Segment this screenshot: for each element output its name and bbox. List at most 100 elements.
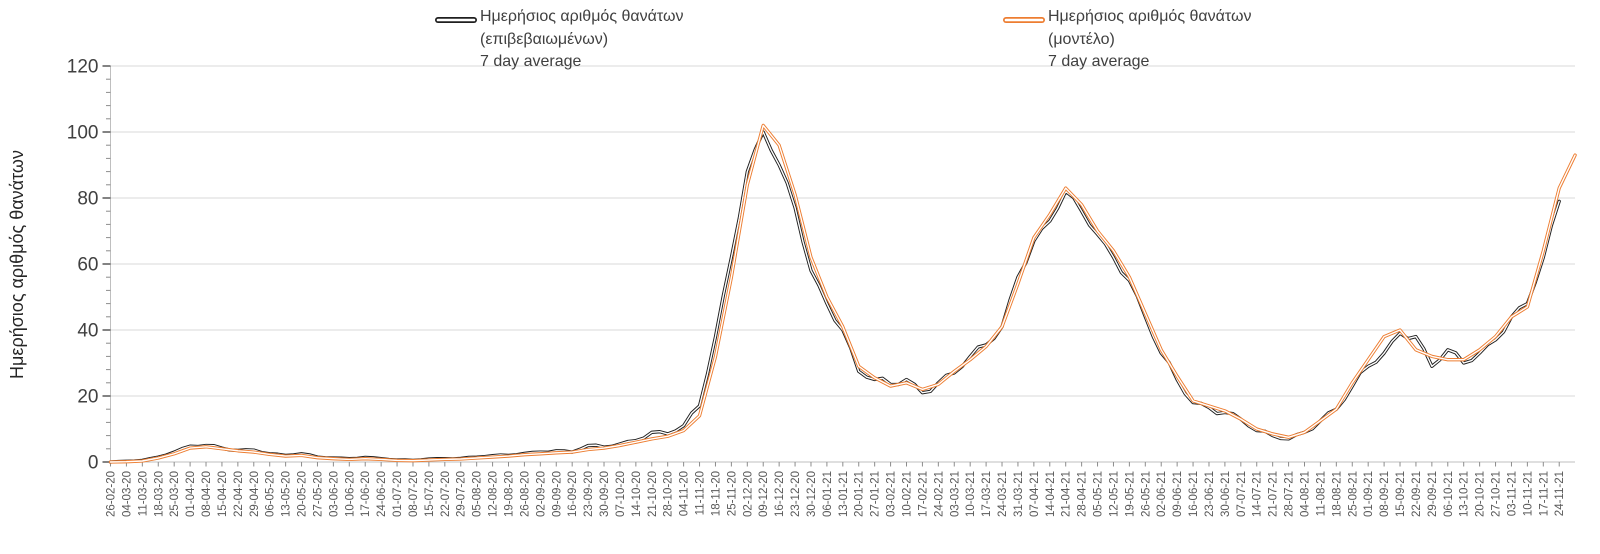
- x-tick-label: 18-11-20: [710, 471, 722, 516]
- y-tick-label: 120: [67, 57, 99, 78]
- x-tick-label: 06-10-21: [1443, 471, 1455, 517]
- y-tick-label: 100: [67, 123, 99, 144]
- x-tick-label: 03-03-21: [949, 471, 961, 517]
- x-tick-label: 02-06-21: [1156, 471, 1168, 517]
- x-tick-label: 10-03-21: [965, 471, 977, 517]
- x-tick-label: 09-12-20: [758, 471, 770, 517]
- x-tick-label: 23-06-21: [1204, 471, 1216, 517]
- x-tick-label: 02-12-20: [742, 471, 754, 517]
- x-tick-label: 04-11-20: [679, 471, 691, 516]
- x-tick-label: 15-07-20: [424, 471, 436, 517]
- x-tick-label: 03-02-21: [886, 471, 898, 517]
- x-tick-label: 07-10-20: [615, 471, 627, 517]
- x-tick-label: 09-06-21: [1172, 471, 1184, 517]
- x-tick-label: 24-02-21: [933, 471, 945, 517]
- x-tick-label: 17-11-21: [1538, 471, 1550, 516]
- x-tick-label: 24-11-21: [1554, 471, 1566, 516]
- x-tick-label: 22-09-21: [1411, 471, 1423, 517]
- x-tick-label: 01-09-21: [1363, 471, 1375, 517]
- legend-label-model: Ημερήσιος αριθμός θανάτων (μοντέλο) 7 da…: [1048, 8, 1252, 70]
- x-tick-label: 27-10-21: [1491, 471, 1503, 517]
- x-tick-label: 01-07-20: [392, 471, 404, 517]
- x-tick-label: 20-05-20: [297, 471, 309, 517]
- x-tick-label: 20-01-21: [854, 471, 866, 517]
- x-tick-label: 21-04-21: [1061, 471, 1073, 517]
- x-tick-label: 12-05-21: [1108, 471, 1120, 517]
- y-tick-label: 20: [77, 387, 98, 408]
- x-tick-label: 01-04-20: [185, 471, 197, 517]
- x-tick-label: 28-04-21: [1077, 471, 1089, 517]
- x-tick-label: 27-05-20: [312, 471, 324, 517]
- x-tick-label: 06-05-20: [265, 471, 277, 517]
- x-tick-label: 17-02-21: [917, 471, 929, 517]
- x-tick-label: 28-07-21: [1284, 471, 1296, 517]
- confirmed-line-swatch: [435, 17, 477, 23]
- x-tick-label: 16-06-21: [1188, 471, 1200, 517]
- x-tick-label: 19-05-21: [1124, 471, 1136, 517]
- x-tick-label: 26-05-21: [1140, 471, 1152, 517]
- x-tick-label: 25-11-20: [726, 471, 738, 516]
- y-axis-title: Ημερήσιος αριθμός θανάτων: [6, 149, 27, 379]
- x-tick-label: 30-06-21: [1220, 471, 1232, 517]
- x-tick-label: 15-04-20: [217, 471, 229, 517]
- x-tick-label: 06-01-21: [822, 471, 834, 517]
- series-core-0: [109, 131, 1560, 463]
- legend-item-model: Ημερήσιος αριθμός θανάτων (μοντέλο) 7 da…: [1002, 6, 1251, 74]
- x-tick-label: 18-08-21: [1331, 471, 1343, 517]
- x-tick-label: 24-03-21: [997, 471, 1009, 517]
- x-tick-label: 14-04-21: [1045, 471, 1057, 517]
- legend-item-confirmed: Ημερήσιος αριθμός θανάτων (επιβεβαιωμένω…: [434, 6, 683, 74]
- x-tick-label: 27-01-21: [870, 471, 882, 517]
- y-tick-label: 60: [77, 255, 98, 276]
- x-tick-label: 10-02-21: [902, 471, 914, 517]
- x-tick-label: 30-09-20: [599, 471, 611, 517]
- x-tick-label: 08-09-21: [1379, 471, 1391, 517]
- x-tick-label: 05-05-21: [1093, 471, 1105, 517]
- x-tick-label: 05-08-20: [472, 471, 484, 517]
- x-tick-label: 29-04-20: [249, 471, 261, 517]
- x-tick-label: 26-08-20: [519, 471, 531, 517]
- series-core-1: [109, 124, 1576, 463]
- x-tick-label: 09-09-20: [551, 471, 563, 517]
- x-tick-label: 10-11-21: [1522, 471, 1534, 516]
- x-tick-label: 21-07-21: [1268, 471, 1280, 517]
- y-tick-label: 40: [77, 321, 98, 342]
- x-tick-label: 16-09-20: [567, 471, 579, 517]
- x-tick-label: 20-10-21: [1475, 471, 1487, 517]
- x-tick-label: 14-10-20: [631, 471, 643, 517]
- x-tick-label: 07-04-21: [1029, 471, 1041, 517]
- x-tick-label: 23-12-20: [790, 471, 802, 517]
- x-tick-label: 08-04-20: [201, 471, 213, 517]
- series-outline-1: [108, 123, 1577, 464]
- x-tick-label: 11-08-21: [1315, 471, 1327, 516]
- x-tick-label: 17-03-21: [981, 471, 993, 517]
- x-tick-label: 28-10-20: [663, 471, 675, 517]
- x-tick-label: 13-01-21: [838, 471, 850, 517]
- x-tick-label: 03-06-20: [328, 471, 340, 517]
- x-tick-label: 18-03-20: [153, 471, 165, 517]
- x-tick-label: 31-03-21: [1013, 471, 1025, 517]
- x-tick-label: 02-09-20: [535, 471, 547, 517]
- x-tick-label: 25-08-21: [1347, 471, 1359, 517]
- y-tick-label: 0: [88, 453, 99, 474]
- y-tick-label: 80: [77, 189, 98, 210]
- x-tick-label: 29-09-21: [1427, 471, 1439, 517]
- x-tick-label: 24-06-20: [376, 471, 388, 517]
- x-tick-label: 15-09-21: [1395, 471, 1407, 517]
- model-line-swatch: [1003, 17, 1045, 23]
- x-tick-label: 12-08-20: [488, 471, 500, 517]
- x-tick-label: 26-02-20: [106, 471, 118, 517]
- x-tick-label: 23-09-20: [583, 471, 595, 517]
- x-tick-label: 03-11-21: [1506, 471, 1518, 516]
- x-tick-label: 14-07-21: [1252, 471, 1264, 517]
- x-tick-label: 13-05-20: [281, 471, 293, 517]
- x-tick-label: 10-06-20: [344, 471, 356, 517]
- x-tick-label: 22-07-20: [440, 471, 452, 517]
- x-tick-label: 07-07-21: [1236, 471, 1248, 517]
- x-tick-label: 17-06-20: [360, 471, 372, 517]
- x-tick-label: 04-03-20: [121, 471, 133, 517]
- x-tick-label: 29-07-20: [456, 471, 468, 517]
- series-outline-0: [108, 130, 1561, 464]
